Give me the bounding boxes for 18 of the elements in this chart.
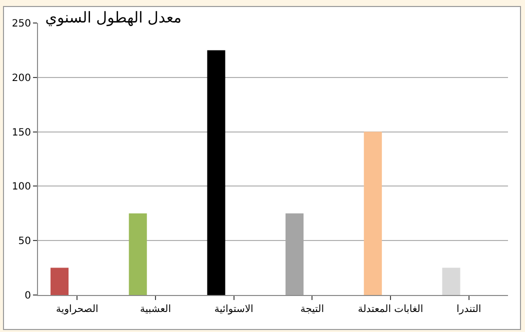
chart-title: معدل الهطول السنوي [45,8,182,26]
x-tick-label: التندرا [456,304,482,315]
y-tick-label: 50 [18,236,31,248]
y-tick-label: 200 [12,72,31,84]
bar [442,268,460,295]
bar [50,268,69,295]
y-tick-label: 150 [12,127,31,138]
x-tick-label: الغابات المعتدلة [358,304,424,315]
x-tick-label: الاستوائية [214,304,254,315]
y-tick-label: 250 [12,18,31,30]
y-tick-label: 0 [24,290,31,302]
x-tick-label: الصحراوية [56,304,98,315]
x-tick-label: التيجة [300,304,324,315]
x-tick-label: العشبية [140,304,171,315]
y-tick-label: 100 [12,182,31,193]
bar [364,132,382,295]
bar [128,213,147,295]
bar [207,50,226,295]
